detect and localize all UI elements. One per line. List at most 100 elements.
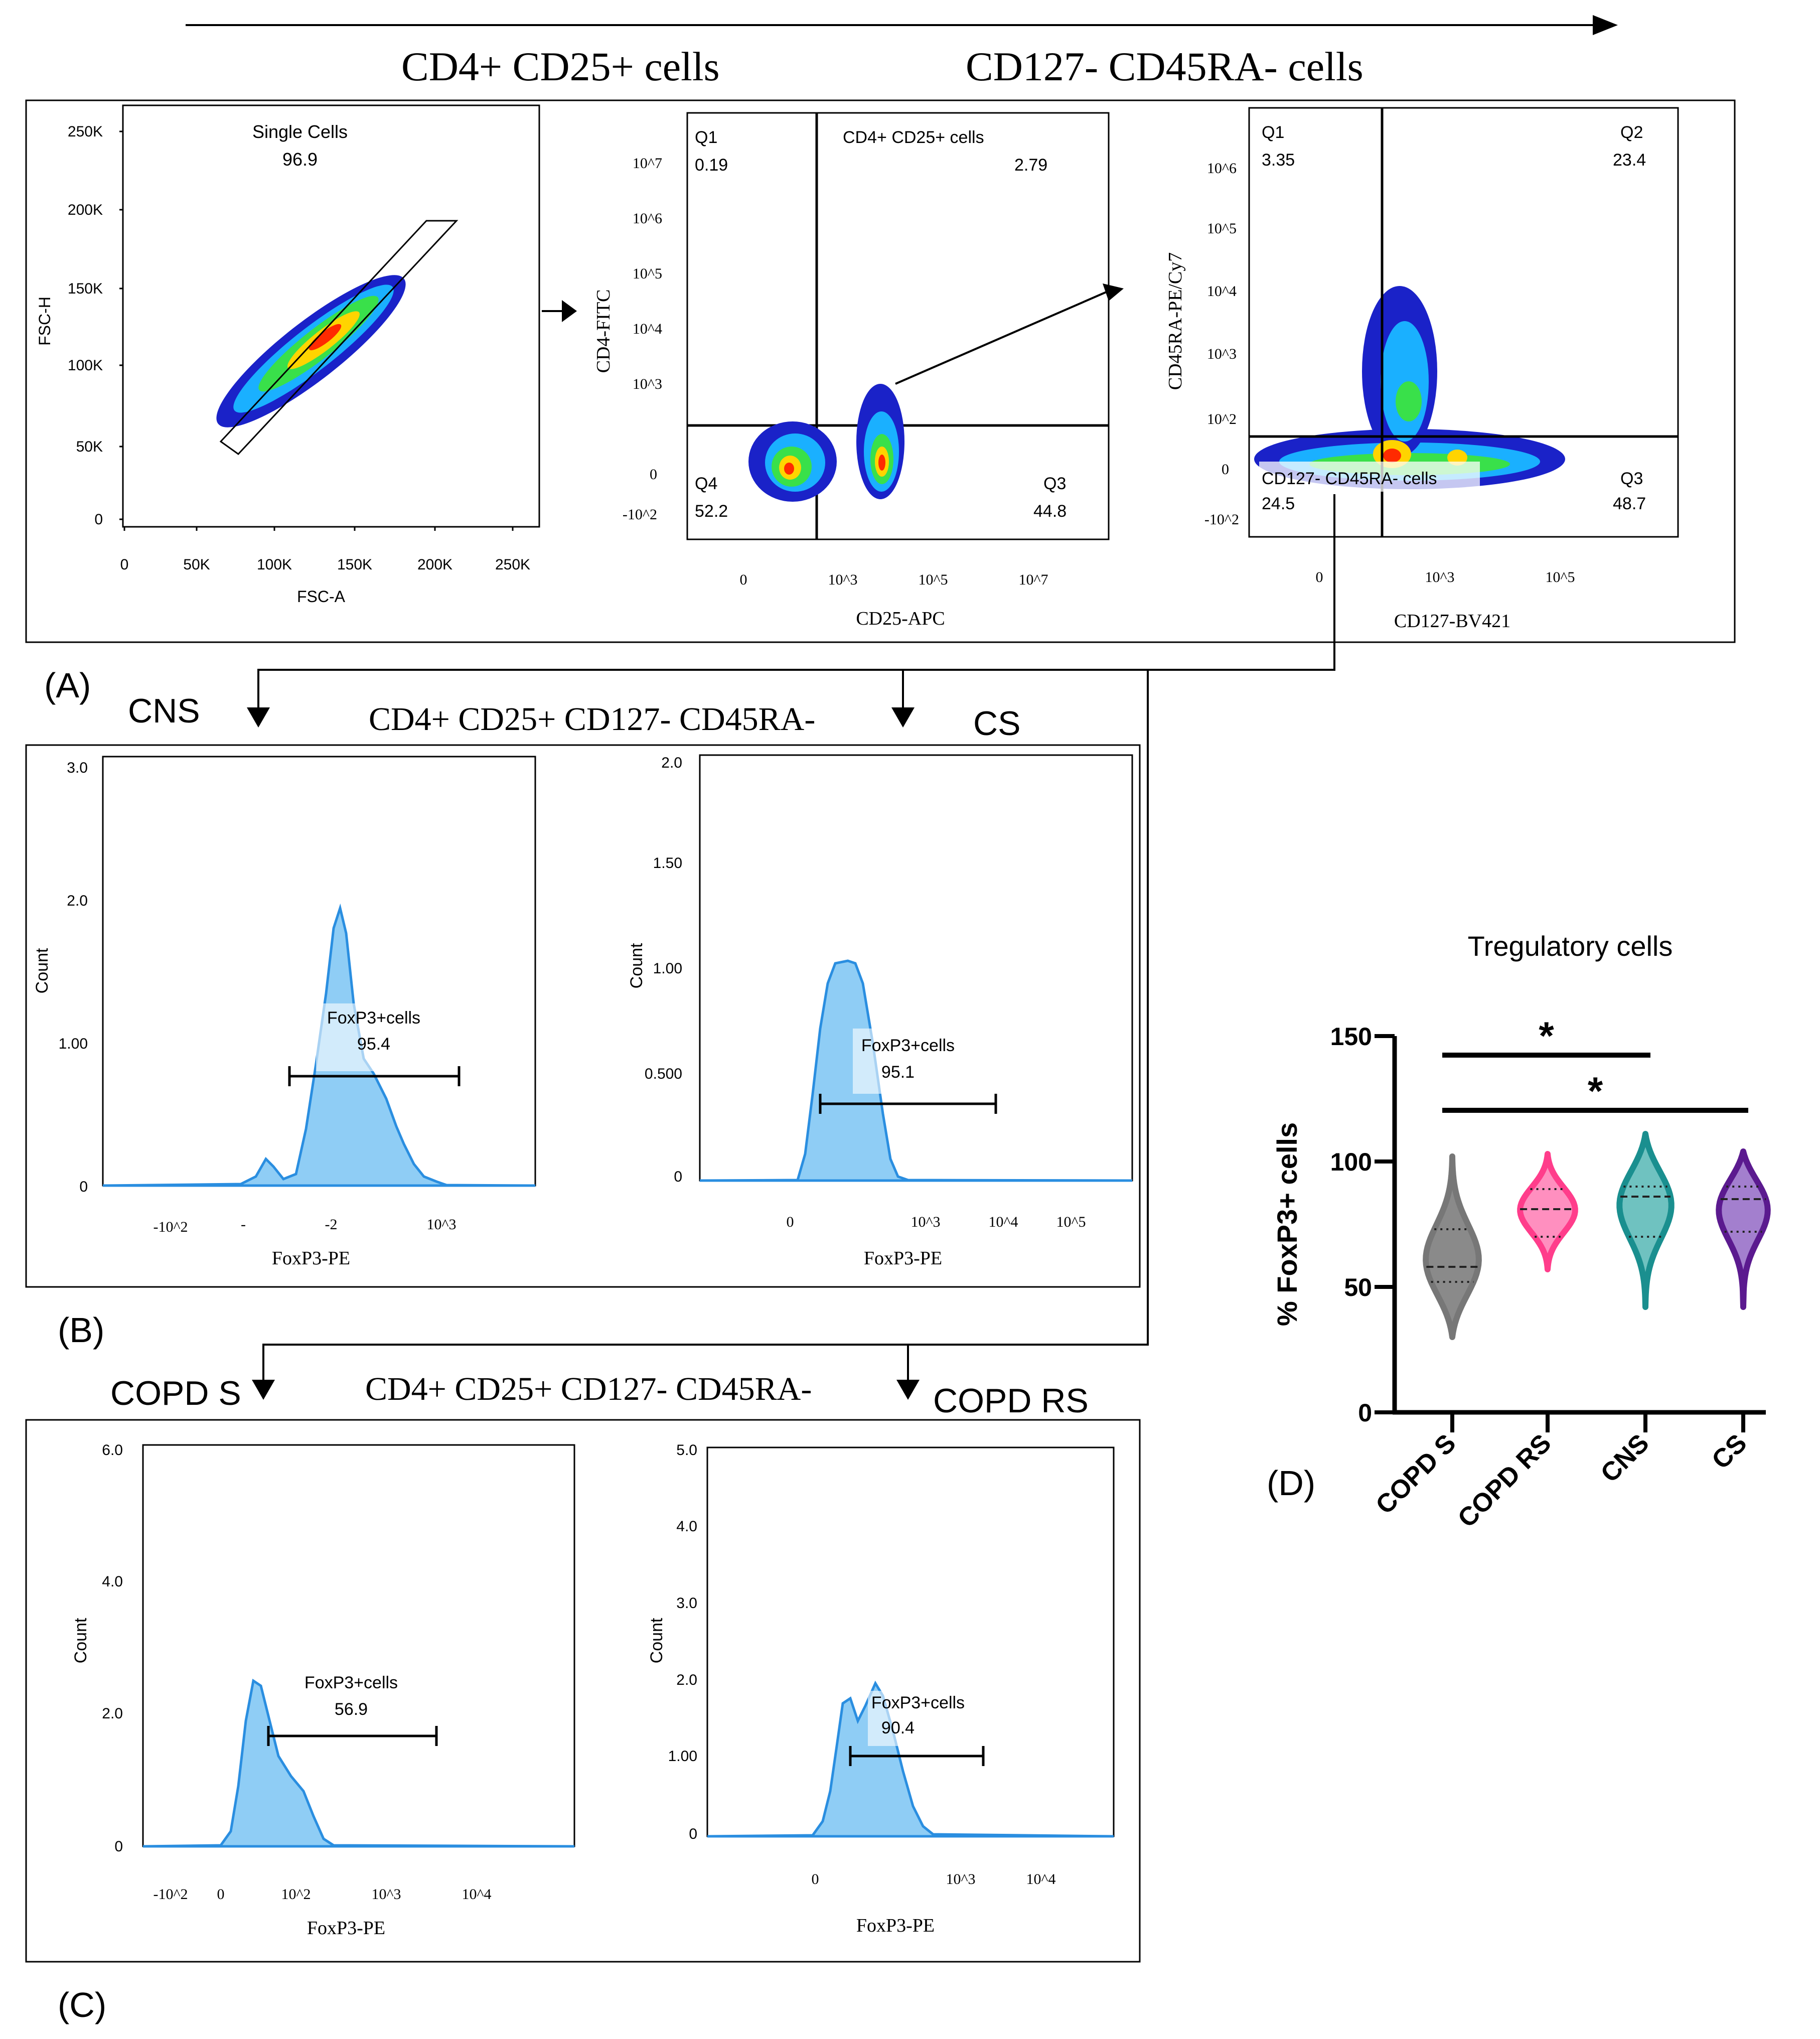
connector-to-copd-s [262,670,1149,1390]
chart-title: Tregulatory cells [1468,930,1673,962]
gate-title-c: CD4+ CD25+ CD127- CD45RA- [365,1371,812,1407]
gate-label-backdrop [868,1691,926,1746]
plot-cd127-cd45ra: CD127- CD45RA- cells Q1 3.35 Q2 23.4 Q3 … [1165,107,1679,655]
ytick: 0 [94,511,103,528]
y-axis-label: Count [33,948,52,993]
xtick: - [241,1216,246,1233]
xtick: 0 [1316,569,1323,586]
xtick: 10^2 [281,1886,311,1903]
xtick: -10^2 [153,1219,188,1235]
ytick: 10^7 [633,155,662,172]
plot-frame [699,754,1133,1182]
gate-value: 90.4 [881,1718,915,1737]
histogram-cns: FoxP3+cells 95.4 0 1.00 2.0 3.0 -10^2 - … [33,756,536,1269]
arrow-cns [247,707,270,727]
y-axis-label: Count [647,1618,666,1663]
gate-connector-head [1103,283,1124,301]
x-tick-label: CNS [1595,1428,1655,1488]
gate-label: FoxP3+cells [305,1673,398,1692]
ytick: 6.0 [102,1442,123,1459]
xtick: 10^5 [1545,569,1575,586]
y-tick-label: 50 [1344,1273,1372,1301]
panel-c-frame [25,1419,1141,1963]
xtick: 250K [495,556,530,573]
ytick: 4.0 [676,1518,697,1535]
header-cd4-cd25: CD4+ CD25+ cells [401,44,720,89]
gate-label: CD127- CD45RA- cells [1262,469,1437,488]
x-tick-label: CS [1706,1428,1752,1475]
yaxis-ticks [119,130,123,520]
xtick: 150K [337,556,372,573]
xtick: 10^4 [988,1214,1018,1230]
xaxis-ticks [123,527,514,531]
arrow-copd-rs [896,1380,920,1400]
group-label-copd-rs: COPD RS [933,1382,1089,1420]
arrow-a1-head [562,300,577,322]
xtick: 200K [417,556,452,573]
ytick: 5.0 [676,1442,697,1459]
x-axis-label: FSC-A [297,588,346,606]
violins [1423,1131,1771,1340]
x-axis-label: FoxP3-PE [864,1248,942,1269]
gate-label: FoxP3+cells [871,1693,965,1712]
x-axis-label: CD127-BV421 [1394,611,1510,632]
xtick: 50K [183,556,210,573]
ytick: 10^2 [1207,411,1237,427]
panel-letter-d: (D) [1267,1464,1315,1503]
gate-label: FoxP3+cells [861,1036,955,1055]
ytick: 3.0 [676,1595,697,1612]
ytick: 0 [650,466,657,483]
ytick: 1.50 [653,855,682,871]
violin-copd-rs [1517,1151,1578,1272]
quadrant-name: Q3 [1620,469,1643,488]
gate-label: Single Cells [252,121,348,142]
xtick: 0 [120,556,129,573]
ytick: 0 [689,1826,697,1842]
plot-single-cells: 0 50K 100K 150K 200K 250K 0 50K 100K 150… [36,104,540,606]
ytick: 1.00 [653,960,682,977]
ytick: 2.0 [661,755,682,771]
panel-letter-a: (A) [44,666,91,705]
x-tick-label: COPD S [1370,1428,1461,1520]
gate-connector [895,290,1109,385]
y-axis-label: CD4-FITC [593,289,614,373]
xtick: -2 [325,1216,338,1233]
ytick: 100K [68,357,103,374]
histogram-curve [699,959,1133,1182]
quadrant-value: 48.7 [1613,494,1646,513]
quadrant-name: Q3 [1043,474,1066,493]
quadrant-value: 44.8 [1033,502,1067,521]
group-label-cs: CS [973,704,1020,743]
xtick: 0 [217,1886,225,1903]
ytick: 10^6 [1207,160,1237,177]
ytick: 50K [76,439,103,455]
histogram-copd-s: FoxP3+cells 56.9 0 2.0 4.0 6.0 -10^2 0 1… [71,1442,575,1939]
x-axis-label: FoxP3-PE [307,1918,385,1939]
ytick: 2.0 [676,1672,697,1688]
y-axis-label: % FoxP3+ cells [1271,1122,1303,1326]
quadrant-value: 52.2 [695,502,728,521]
ytick: 0 [1222,461,1229,478]
y-tick-label: 0 [1358,1399,1372,1427]
ytick: 2.0 [67,893,88,909]
xtick: 10^4 [1026,1871,1055,1887]
histogram-copd-rs: FoxP3+cells 90.4 0 1.00 2.0 3.0 4.0 5.0 … [647,1442,1115,1936]
ytick: 10^5 [633,265,662,282]
ytick: 0.500 [645,1066,682,1082]
x-axis-label: CD25-APC [856,608,945,629]
density-cloud [748,384,904,502]
ytick: -10^2 [1204,511,1239,528]
y-axis-label: CD45RA-PE/Cy7 [1165,252,1186,390]
y-axis-label: Count [627,943,646,988]
ytick: 0 [79,1179,88,1195]
ytick: 150K [68,280,103,297]
ytick: 1.00 [668,1748,697,1765]
quadrant-value: 24.5 [1262,494,1295,513]
ytick: 10^3 [633,376,662,392]
ytick: 0 [674,1169,682,1185]
gate-title-b: CD4+ CD25+ CD127- CD45RA- [369,701,815,738]
panel-a-frame [25,99,1736,643]
gate-label: CD4+ CD25+ cells [843,128,984,147]
ytick: 0 [114,1838,123,1855]
